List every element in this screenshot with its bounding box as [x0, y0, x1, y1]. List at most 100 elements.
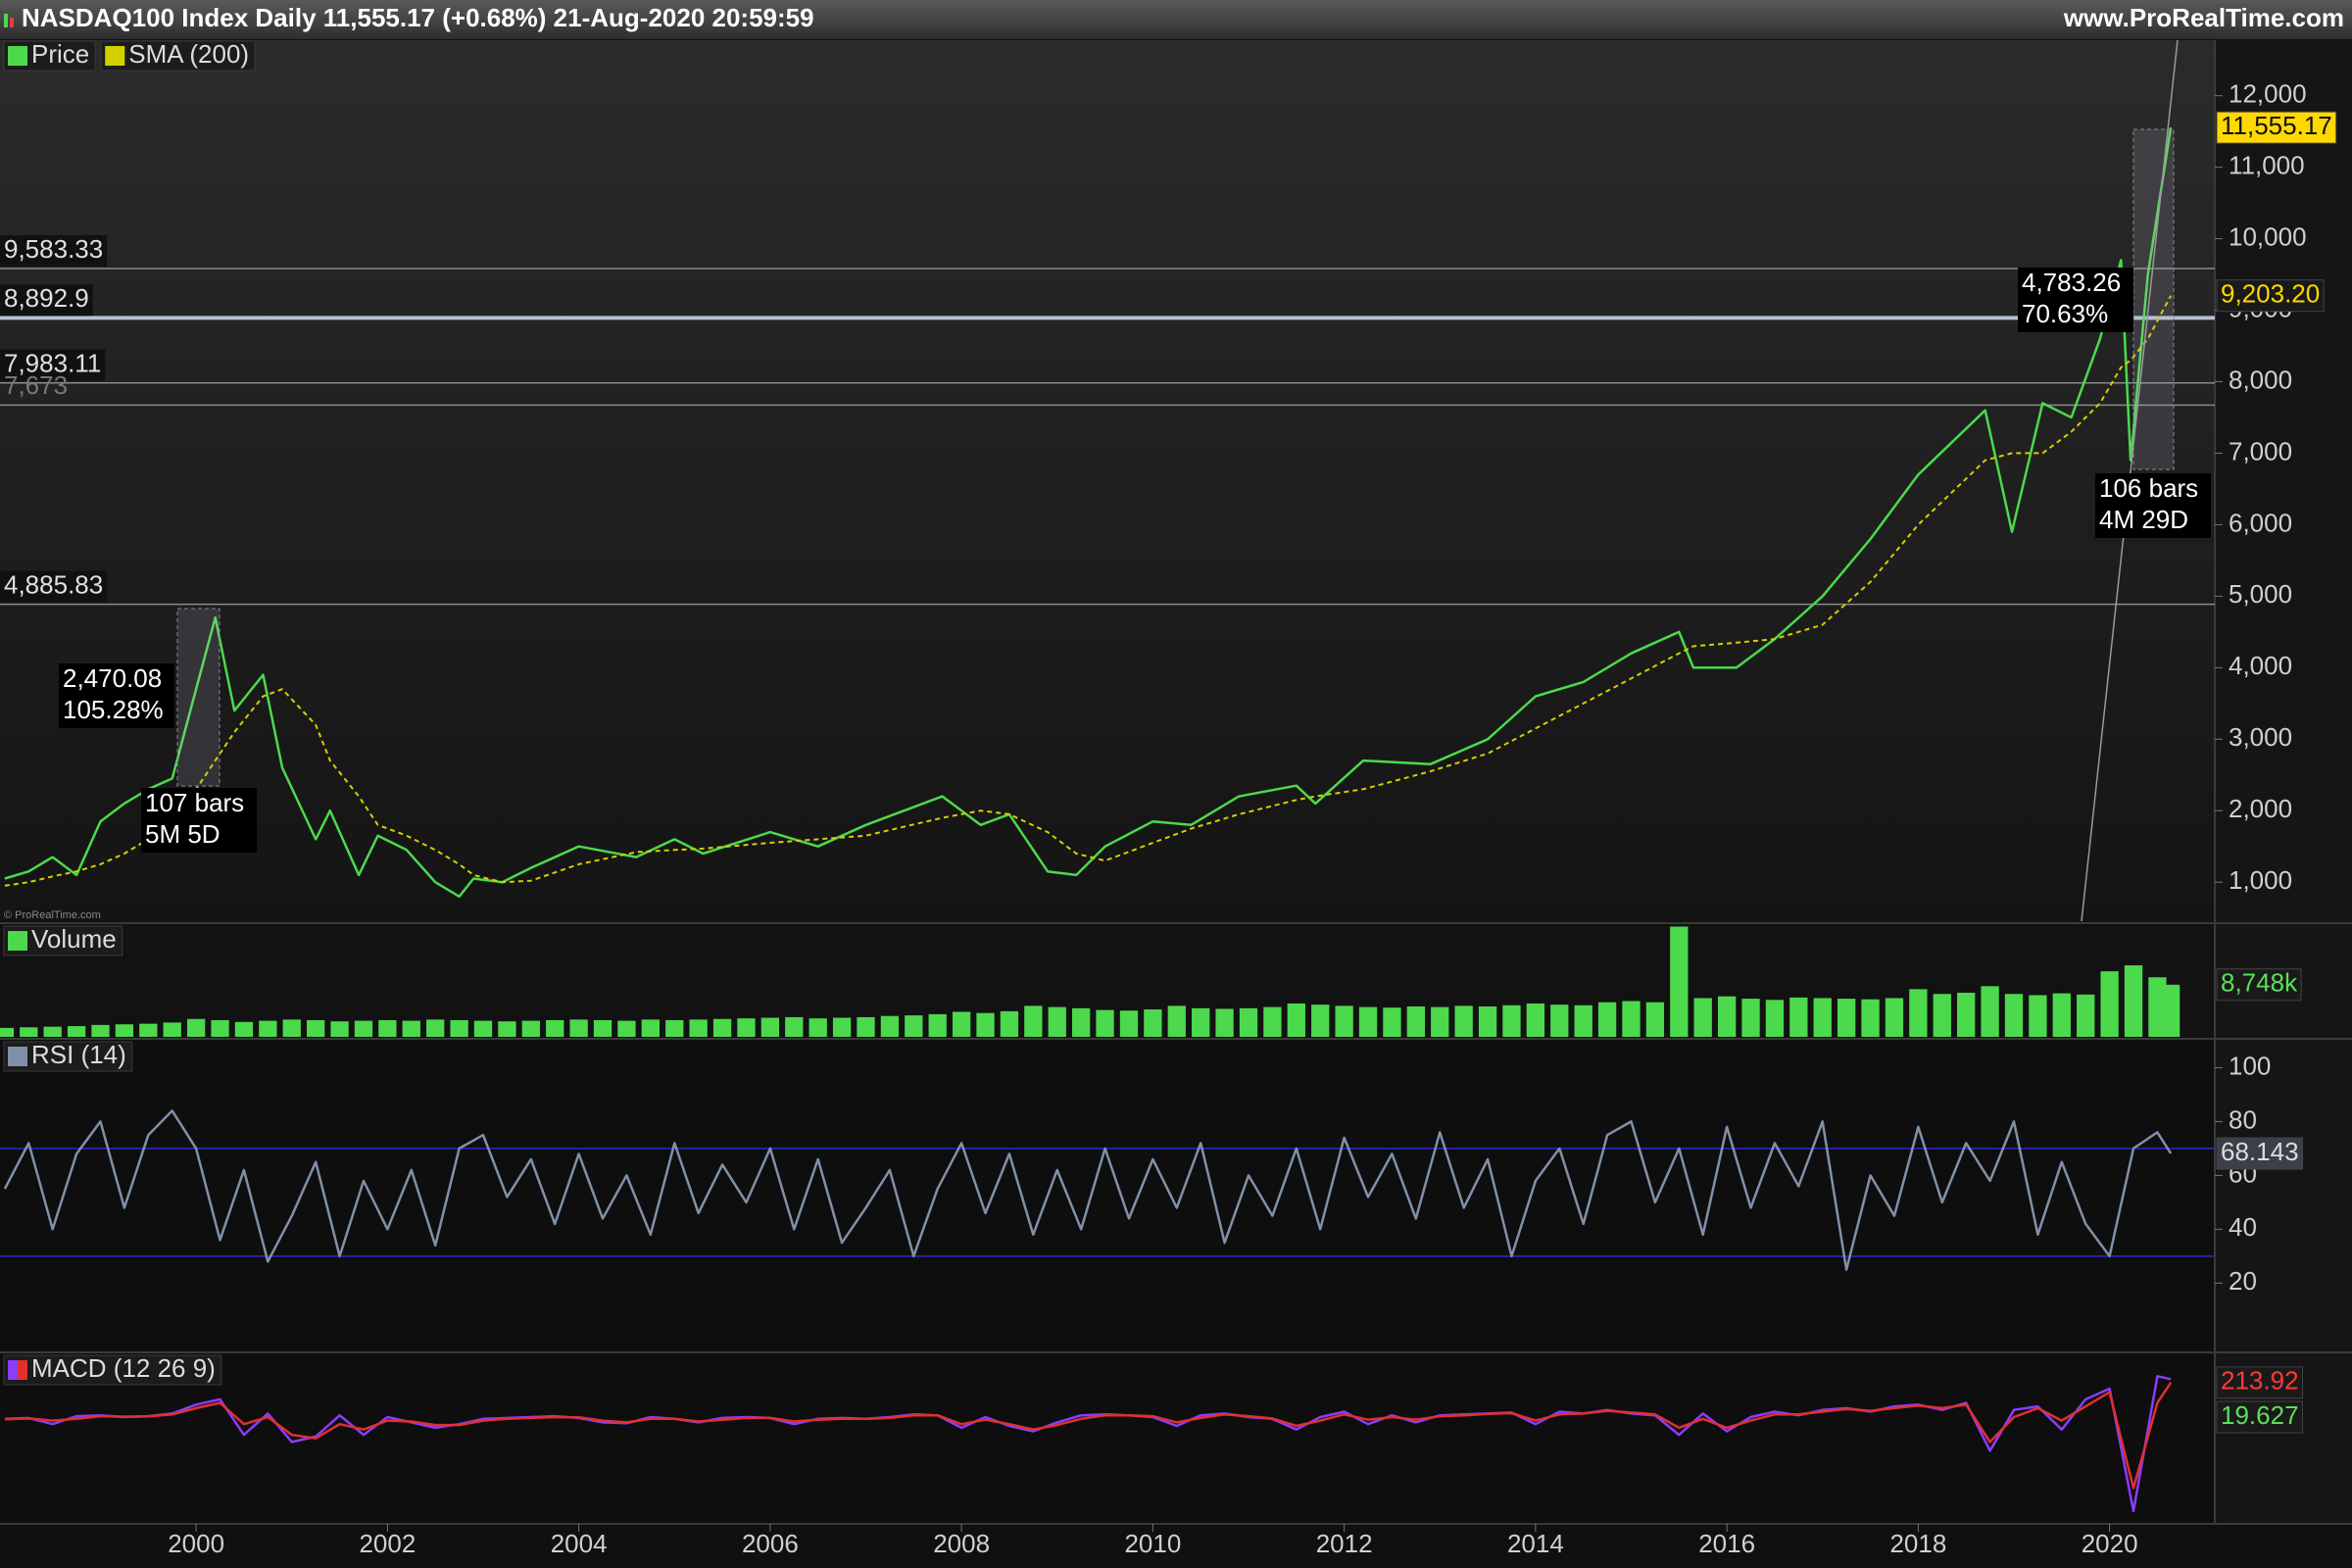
volume-bar [139, 1023, 158, 1037]
legend-icon [8, 1047, 27, 1066]
header-title: NASDAQ100 Index Daily 11,555.17 (+0.68%)… [22, 3, 814, 32]
legend-label: SMA (200) [128, 39, 249, 69]
volume-bar [259, 1020, 277, 1037]
volume-bar [928, 1013, 947, 1037]
volume-bar [211, 1019, 229, 1037]
y-tick-label: 6,000 [2229, 508, 2292, 537]
volume-bar [1119, 1010, 1139, 1037]
x-tick-label: 2018 [1889, 1529, 1946, 1558]
volume-bar [234, 1021, 254, 1037]
volume-bar [1144, 1009, 1162, 1037]
volume-bar [569, 1019, 588, 1037]
x-tick-label: 2014 [1507, 1529, 1564, 1558]
volume-bar [712, 1018, 732, 1037]
y-tick-label: 4,000 [2229, 651, 2292, 680]
volume-bar [832, 1017, 852, 1037]
volume-bar [952, 1011, 971, 1037]
annotation-text: 107 bars [145, 788, 244, 817]
price-panel [0, 40, 2215, 921]
last-value-label-box [2216, 1366, 2304, 1399]
annotation-text: 105.28% [63, 695, 164, 724]
y-tick-label: 40 [2229, 1212, 2257, 1242]
volume-bar [1454, 1005, 1473, 1037]
x-tick-label: 2010 [1124, 1529, 1181, 1558]
volume-bar [186, 1018, 206, 1037]
x-tick-label: 2004 [551, 1529, 608, 1558]
volume-bar [354, 1020, 373, 1037]
volume-bar [1431, 1006, 1449, 1037]
annotation-text: 106 bars [2099, 473, 2198, 503]
y-tick-label: 12,000 [2229, 79, 2307, 109]
volume-bar [473, 1020, 493, 1037]
legend-label: Volume [31, 924, 117, 954]
annotation-text: 4,783.26 [2022, 268, 2121, 297]
legend-icon [8, 931, 27, 951]
volume-bar [330, 1021, 349, 1037]
last-value-label: 9,203.20 [2221, 279, 2320, 309]
volume-bar [2124, 965, 2143, 1037]
volume-bar [976, 1012, 995, 1037]
volume-bar [1933, 994, 1951, 1037]
volume-bar [785, 1016, 804, 1037]
volume-bar [1789, 997, 1808, 1037]
volume-bar [2029, 995, 2047, 1037]
volume-bar [1909, 989, 1928, 1037]
volume-bar [1670, 926, 1689, 1037]
watermark: © ProRealTime.com [4, 909, 101, 921]
y-tick-label: 11,000 [2229, 151, 2305, 180]
level-label: 8,892.9 [4, 283, 89, 313]
volume-bar [1072, 1007, 1091, 1037]
volume-bar [1526, 1003, 1545, 1037]
level-label: 7,673 [4, 370, 68, 400]
volume-bar [593, 1019, 612, 1037]
y-tick-label: 3,000 [2229, 722, 2292, 752]
annotation-text: 4M 29D [2099, 505, 2188, 534]
annotation-text: 5M 5D [145, 819, 220, 849]
volume-bar [1693, 998, 1712, 1037]
rsi-panel [0, 1041, 2215, 1350]
macd-panel [0, 1354, 2215, 1523]
measure-area [176, 608, 220, 787]
volume-bar [2077, 994, 2095, 1037]
volume-bar [2161, 984, 2180, 1037]
last-value-label: 19.627 [2221, 1400, 2299, 1430]
volume-bar [880, 1015, 900, 1037]
volume-bar [450, 1019, 468, 1037]
volume-bar [1263, 1006, 1282, 1037]
volume-bar [1813, 998, 1832, 1037]
volume-bar [20, 1027, 38, 1037]
volume-bar [1335, 1005, 1353, 1037]
measure-area [2132, 128, 2175, 470]
volume-bar [1383, 1007, 1401, 1037]
level-label-box [0, 570, 108, 603]
header-source: www.ProRealTime.com [2063, 3, 2344, 32]
volume-bar [1622, 1001, 1641, 1037]
volume-bar [1645, 1002, 1665, 1037]
volume-bar [521, 1020, 540, 1037]
series-line [4, 1375, 2172, 1513]
volume-bar [1048, 1006, 1066, 1037]
right-axis [2215, 40, 2352, 1523]
y-tick-label: 8,000 [2229, 365, 2292, 394]
volume-bar [1981, 986, 1999, 1037]
annotation-box [2095, 473, 2211, 538]
volume-bar [1597, 1002, 1617, 1037]
volume-bar [1957, 993, 1976, 1037]
volume-bar [905, 1015, 923, 1037]
volume-bar [67, 1026, 86, 1037]
last-value-label-box [2216, 1137, 2304, 1170]
level-label: 7,983.11 [4, 349, 101, 378]
x-tick-label: 2016 [1698, 1529, 1755, 1558]
x-tick-label: 2012 [1316, 1529, 1373, 1558]
header-bar [0, 0, 2352, 39]
volume-bar [115, 1024, 134, 1037]
volume-bar [43, 1026, 62, 1037]
last-value-label-box [2216, 111, 2337, 144]
last-value-label: 11,555.17 [2221, 111, 2332, 140]
series-line [4, 1382, 2173, 1490]
volume-bar [1287, 1003, 1305, 1037]
annotation-box [59, 663, 174, 728]
last-value-label-box [2216, 968, 2302, 1002]
volume-bar [1239, 1007, 1258, 1037]
volume-bar [2100, 971, 2119, 1037]
